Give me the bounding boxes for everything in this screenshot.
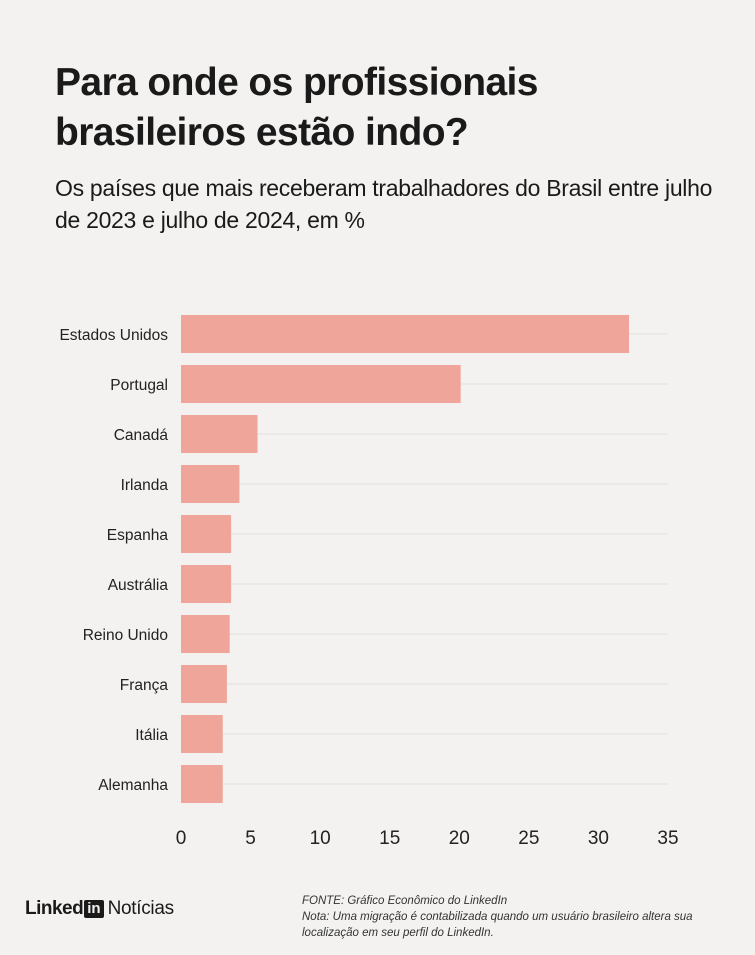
category-label: França bbox=[120, 677, 169, 694]
category-label: Irlanda bbox=[121, 477, 169, 494]
category-label: Austrália bbox=[108, 577, 169, 594]
logo-word: Linked bbox=[25, 898, 84, 919]
linkedin-in-icon: in bbox=[84, 900, 104, 918]
x-tick-label: 0 bbox=[176, 828, 187, 849]
bar-reino-unido bbox=[181, 615, 230, 653]
bar-estados-unidos bbox=[181, 315, 630, 353]
category-label: Estados Unidos bbox=[59, 327, 168, 344]
x-tick-label: 30 bbox=[588, 828, 609, 849]
bar-espanha bbox=[181, 515, 232, 553]
bar-canadá bbox=[181, 415, 258, 453]
bar-austrália bbox=[181, 565, 232, 603]
category-label: Itália bbox=[135, 727, 168, 744]
category-label: Alemanha bbox=[98, 777, 168, 794]
x-tick-label: 15 bbox=[379, 828, 400, 849]
x-tick-label: 35 bbox=[657, 828, 678, 849]
bar-portugal bbox=[181, 365, 461, 403]
category-label: Canadá bbox=[114, 427, 169, 444]
footnotes: FONTE: Gráfico Econômico do LinkedIn Not… bbox=[302, 893, 742, 941]
x-tick-label: 5 bbox=[245, 828, 256, 849]
method-note: Nota: Uma migração é contabilizada quand… bbox=[302, 911, 693, 939]
bar-chart: Estados Unidos Portugal Canadá Irlanda Espan… bbox=[59, 315, 679, 849]
source-note: FONTE: Gráfico Econômico do LinkedIn bbox=[302, 895, 508, 907]
logo-section: Notícias bbox=[107, 898, 175, 919]
chart-title: Para onde os profissionais brasileiros e… bbox=[55, 61, 538, 154]
bar-alemanha bbox=[181, 765, 223, 803]
category-label: Reino Unido bbox=[83, 627, 168, 644]
linkedin-noticias-logo: Linked in Notícias bbox=[25, 898, 174, 920]
x-tick-label: 25 bbox=[518, 828, 539, 849]
category-label: Espanha bbox=[107, 527, 169, 544]
x-tick-label: 10 bbox=[310, 828, 331, 849]
chart-subtitle: Os países que mais receberam trabalhador… bbox=[55, 175, 713, 233]
bar-frança bbox=[181, 665, 227, 703]
bar-irlanda bbox=[181, 465, 240, 503]
x-tick-label: 20 bbox=[449, 828, 470, 849]
bar-itália bbox=[181, 715, 223, 753]
category-label: Portugal bbox=[110, 377, 168, 394]
